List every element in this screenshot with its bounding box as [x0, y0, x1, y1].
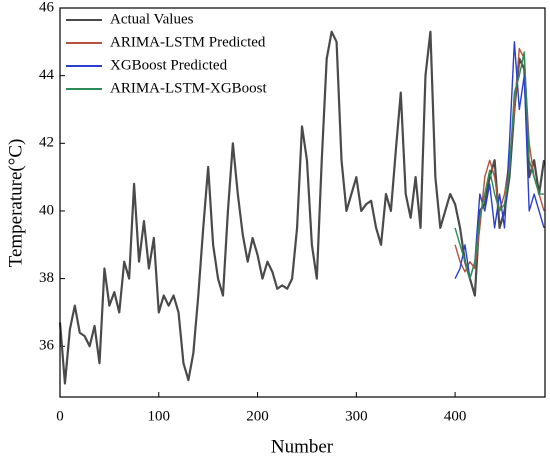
x-tick-label: 400 [444, 408, 467, 424]
legend-label: XGBoost Predicted [110, 57, 228, 73]
x-tick-label: 300 [345, 408, 368, 424]
y-tick-label: 42 [39, 135, 54, 151]
plot-frame [59, 7, 546, 398]
y-axis-title: Temperature(°C) [5, 139, 26, 268]
legend-label: ARIMA-LSTM Predicted [110, 34, 266, 50]
series-line [454, 51, 545, 280]
x-tick-label: 200 [246, 408, 269, 424]
y-tick-label: 40 [39, 202, 54, 218]
y-tick-label: 38 [39, 270, 54, 286]
x-axis-title: Number [271, 436, 334, 457]
y-tick-label: 44 [39, 67, 55, 83]
y-tick-label: 36 [39, 338, 55, 354]
x-tick-label: 100 [148, 408, 171, 424]
series-line [454, 47, 545, 273]
legend-label: Actual Values [110, 11, 194, 27]
legend-label: ARIMA-LSTM-XGBoost [110, 80, 268, 96]
y-tick-label: 46 [39, 0, 55, 15]
series-line [454, 41, 545, 280]
x-tick-label: 0 [56, 408, 64, 424]
